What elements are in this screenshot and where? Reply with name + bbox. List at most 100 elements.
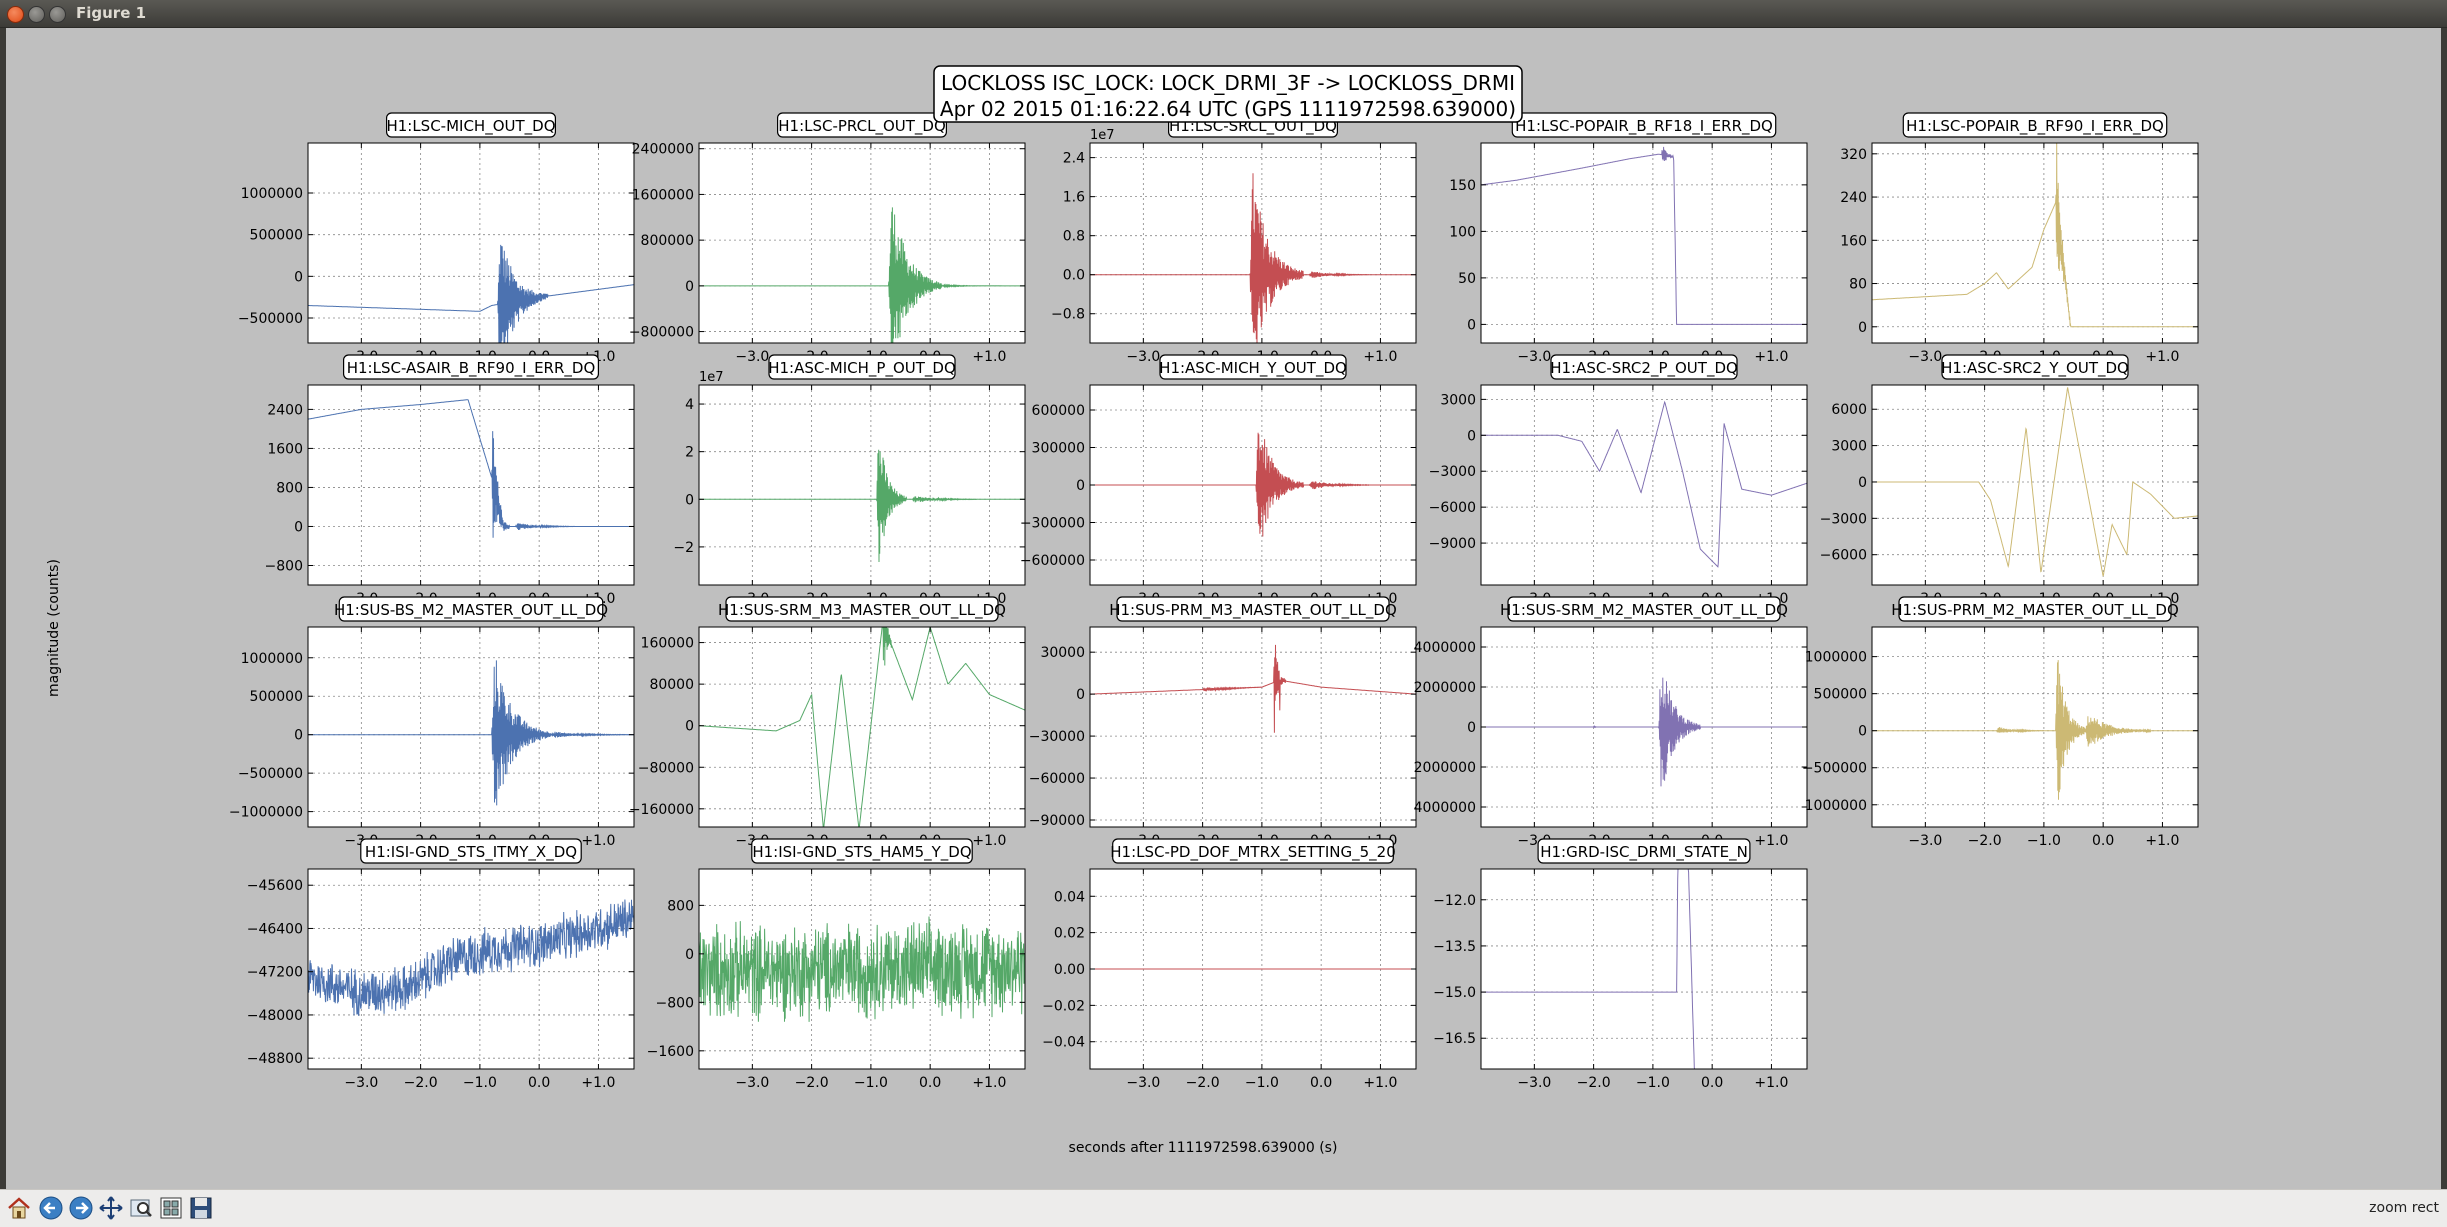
ytick-label: 300000 — [1032, 441, 1085, 457]
ytick-label: −160000 — [629, 802, 694, 818]
subplot-title-box — [768, 354, 956, 380]
ytick-label: −800 — [656, 995, 694, 1011]
series-line — [1481, 146, 1807, 325]
subplot-frame — [1089, 142, 1417, 344]
series-line — [1481, 400, 1807, 568]
xtick-label: +1.0 — [1363, 1075, 1397, 1091]
subplots-config-icon[interactable] — [158, 1195, 184, 1221]
subplot-title: H1:LSC-PRCL_OUT_DQ — [778, 117, 946, 136]
ytick-label: −0.04 — [1042, 1035, 1085, 1051]
ytick-label: 800000 — [641, 233, 694, 249]
ytick-label: −48000 — [247, 1008, 303, 1024]
window-close-button[interactable] — [7, 6, 24, 23]
ytick-label: 0 — [1076, 478, 1085, 494]
xtick-label: 0.0 — [528, 1075, 550, 1091]
xtick-label: −1.0 — [463, 1075, 497, 1091]
ytick-label: 0 — [685, 719, 694, 735]
subplot-axes-bg — [308, 385, 634, 585]
ytick-label: −6000 — [1429, 500, 1476, 516]
ytick-label: −800 — [265, 558, 303, 574]
ytick-label: −15.0 — [1433, 985, 1476, 1001]
ytick-label: −1000000 — [229, 805, 303, 821]
window-maximize-button[interactable] — [49, 6, 66, 23]
subplot-axes-bg — [699, 627, 1025, 827]
subplot-frame — [1480, 868, 1808, 1070]
ytick-label: 1600000 — [632, 187, 694, 203]
series-line — [308, 899, 634, 1016]
ytick-label: −300000 — [1020, 516, 1085, 532]
xtick-label: −2.0 — [1577, 1075, 1611, 1091]
toolbar-status-text: zoom rect — [2369, 1200, 2439, 1216]
xtick-label: +1.0 — [1754, 1075, 1788, 1091]
subplot-frame — [1480, 384, 1808, 586]
ytick-label: −3000 — [1429, 464, 1476, 480]
ytick-label: −80000 — [638, 760, 694, 776]
subplot-title-box — [338, 596, 604, 622]
ytick-label: 0 — [685, 279, 694, 295]
series-line — [1090, 644, 1416, 733]
xtick-label: +1.0 — [581, 1075, 615, 1091]
ytick-label: 0 — [294, 728, 303, 744]
subplot-3: −3.0−2.0−1.00.0+1.02.41.60.80.0−0.81e7H1… — [1051, 112, 1417, 365]
ytick-label: 0 — [1858, 320, 1867, 336]
subplot-17: −3.0 −2.0 −1.0 0.0 +1.0 800 0 −800 −1600 H1:ISI-G… — [647, 838, 1026, 1091]
pan-icon[interactable] — [98, 1195, 124, 1221]
ytick-label: 2400 — [267, 402, 303, 418]
subplot-axes-bg — [1481, 869, 1807, 1069]
ytick-label: 0 — [294, 519, 303, 535]
xtick-label: −1.0 — [2027, 833, 2061, 849]
subplot-4: −3.0−2.0−1.00.0+1.0150100500H1:LSC-POPAI… — [1449, 112, 1808, 365]
subplot-axes-bg — [699, 143, 1025, 343]
subplot-title: H1:SUS-BS_M2_MASTER_OUT_LL_DQ — [334, 601, 608, 620]
home-icon[interactable] — [6, 1195, 32, 1221]
subplot-title: H1:LSC-PD_DOF_MTRX_SETTING_5_20 — [1110, 843, 1395, 862]
xtick-label: −2.0 — [404, 1075, 438, 1091]
xtick-label: −3.0 — [1517, 349, 1551, 365]
y-offset-label: 1e7 — [1090, 128, 1115, 143]
xtick-label: −3.0 — [735, 1075, 769, 1091]
subplot-title: H1:ASC-SRC2_Y_OUT_DQ — [1941, 359, 2129, 378]
subplot-title-box — [1898, 596, 2172, 622]
subplot-frame — [307, 626, 635, 828]
subplot-title-box — [1511, 112, 1777, 138]
ytick-label: 240 — [1840, 190, 1867, 206]
subplot-frame — [698, 868, 1026, 1070]
subplot-title: H1:GRD-ISC_DRMI_STATE_N — [1540, 843, 1748, 862]
figure-canvas[interactable]: −3.0−2.0−1.00.0+1.010000005000000−500000… — [6, 28, 2441, 1189]
ytick-label: −46400 — [247, 921, 303, 937]
save-icon[interactable] — [188, 1195, 214, 1221]
subplot-title: H1:LSC-MICH_OUT_DQ — [386, 117, 555, 136]
ytick-label: 0 — [1858, 475, 1867, 491]
subplot-18: −3.0 −2.0 −1.0 0.0 +1.0 0.04 0.02 0.00 −0.02 −0.0… — [1042, 838, 1417, 1091]
back-arrow-icon[interactable] — [38, 1195, 64, 1221]
ytick-label: −800000 — [629, 325, 694, 341]
subplot-axes-bg — [699, 385, 1025, 585]
xtick-label: −3.0 — [1908, 349, 1942, 365]
subplot-title: H1:SUS-PRM_M2_MASTER_OUT_LL_DQ — [1891, 601, 2179, 620]
xtick-label: +1.0 — [2145, 349, 2179, 365]
ytick-label: 0 — [685, 947, 694, 963]
subplot-title-box — [343, 354, 600, 380]
zoom-icon[interactable] — [128, 1195, 154, 1221]
ytick-label: −1600 — [647, 1044, 694, 1060]
ytick-label: 800 — [667, 898, 694, 914]
xtick-label: +1.0 — [2145, 833, 2179, 849]
ytick-label: 100 — [1449, 224, 1476, 240]
ytick-label: 50 — [1458, 271, 1476, 287]
xtick-label: −2.0 — [1968, 833, 2002, 849]
forward-arrow-icon[interactable] — [68, 1195, 94, 1221]
series-line — [308, 660, 634, 806]
xtick-label: −2.0 — [795, 1075, 829, 1091]
series-line — [699, 449, 1025, 563]
ytick-label: 3000 — [1440, 392, 1476, 408]
subplot-frame — [307, 868, 635, 1070]
series-line — [1872, 660, 2198, 800]
subplot-title: H1:ASC-SRC2_P_OUT_DQ — [1550, 359, 1738, 378]
subplot-8: −3.0−2.0−1.00.0+1.06000003000000−300000−… — [1020, 354, 1417, 607]
ytick-label: 3000 — [1831, 439, 1867, 455]
window-minimize-button[interactable] — [28, 6, 45, 23]
subplot-7: −3.0−2.0−1.00.0+1.0420−21e7H1:ASC-MICH_P… — [673, 354, 1026, 607]
xtick-label: +1.0 — [1754, 833, 1788, 849]
subplot-title: H1:ISI-GND_STS_HAM5_Y_DQ — [752, 843, 971, 862]
figure-title-line1: LOCKLOSS ISC_LOCK: LOCK_DRMI_3F -> LOCKL… — [941, 71, 1515, 95]
